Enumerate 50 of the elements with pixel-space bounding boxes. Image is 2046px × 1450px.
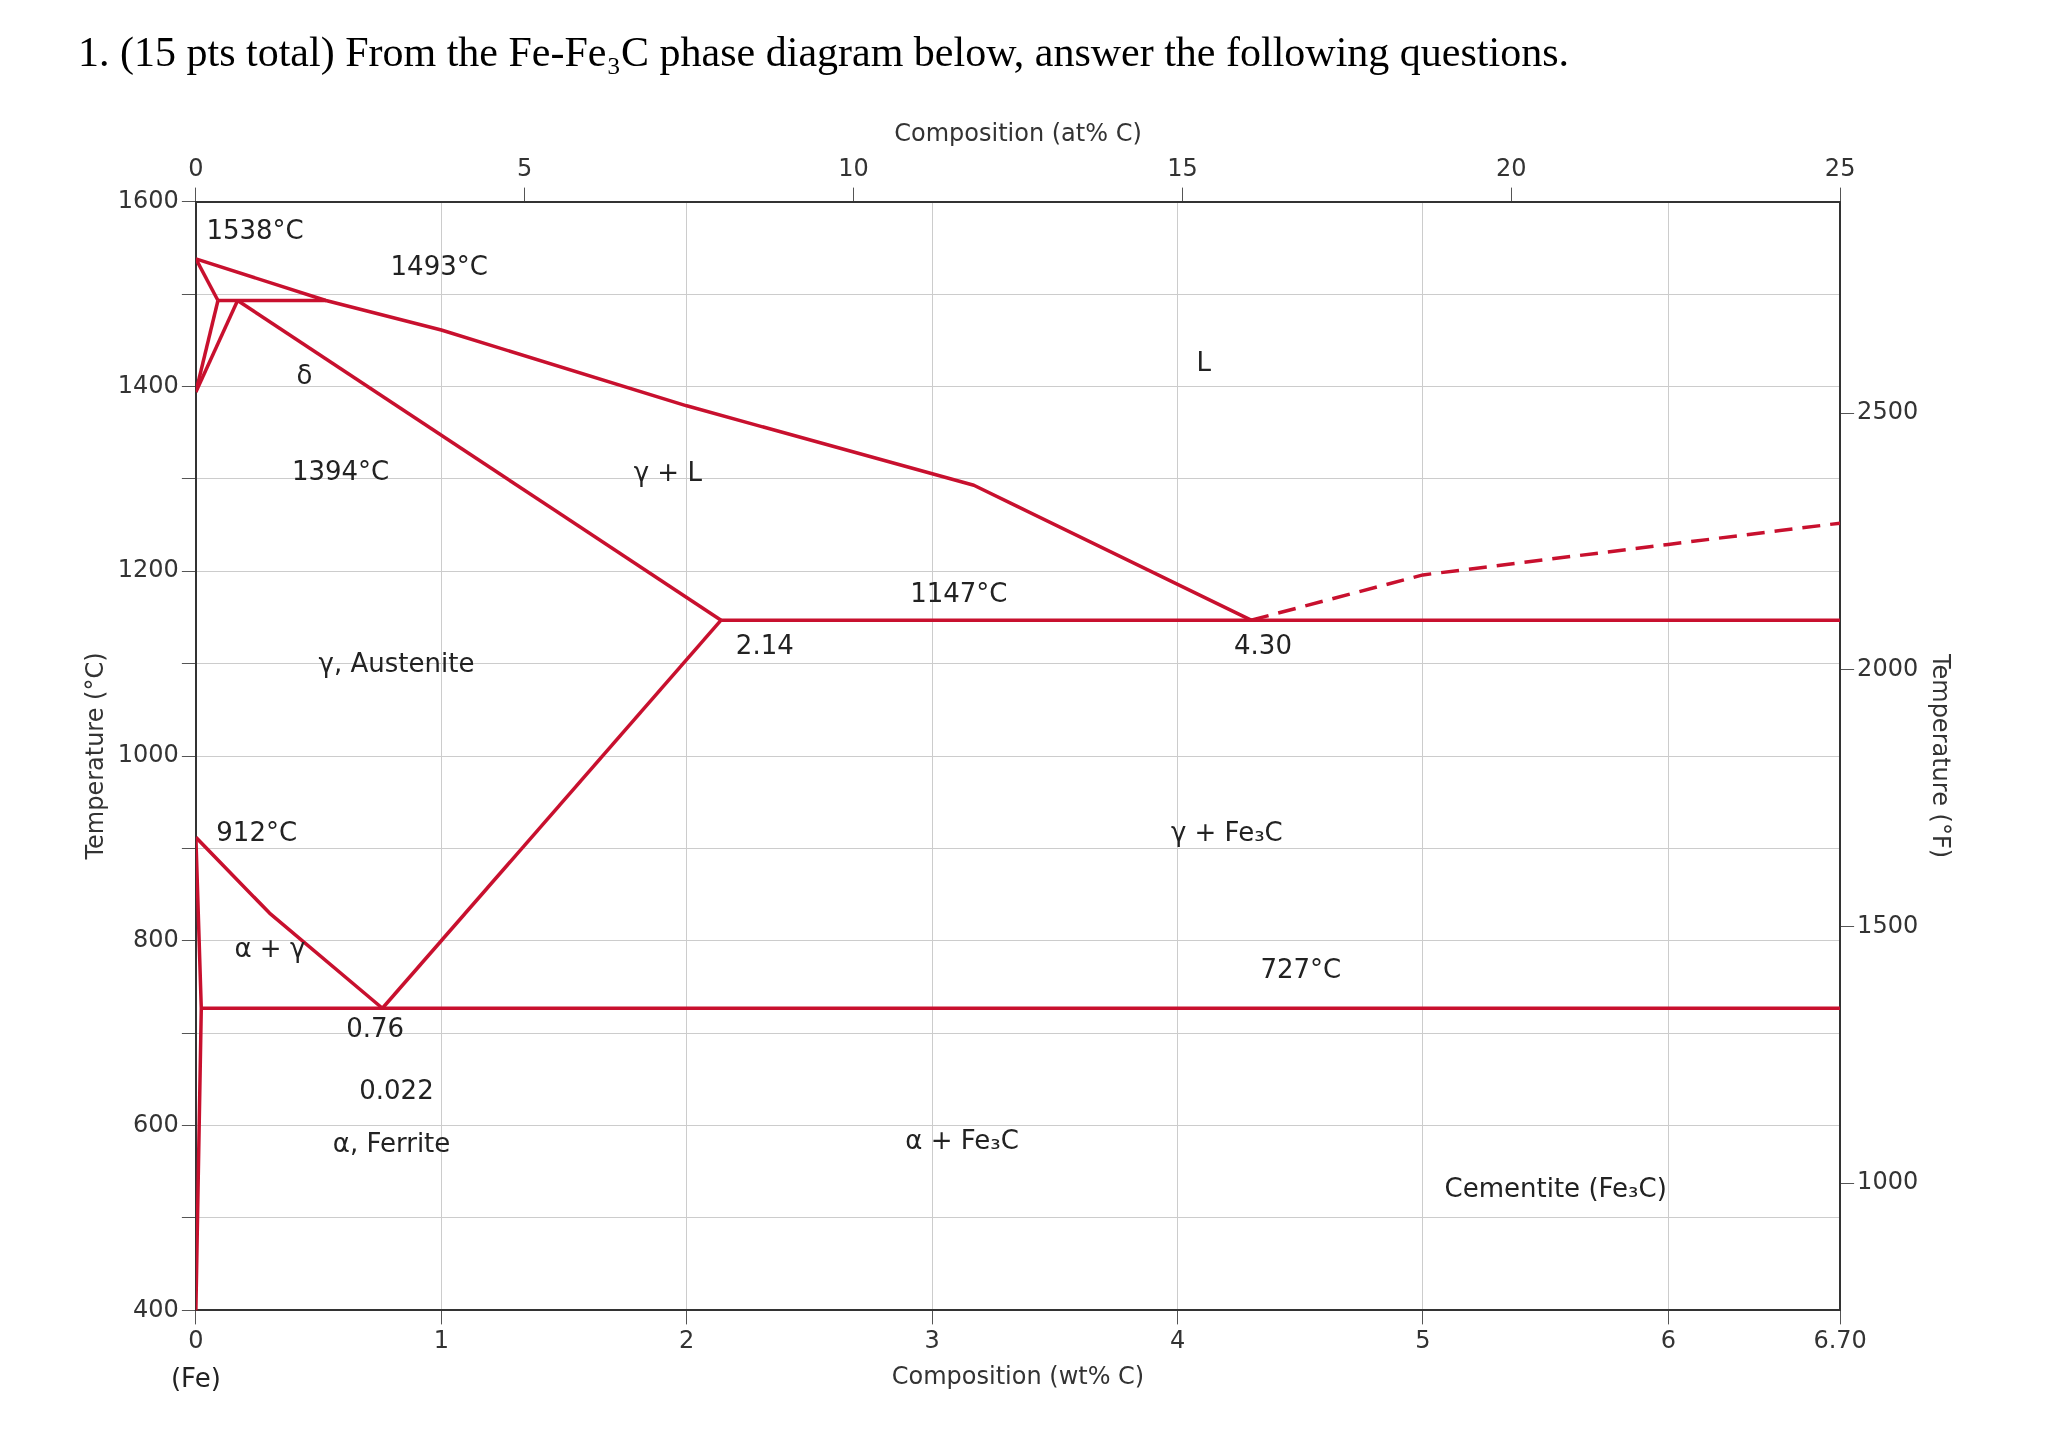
annotation: L	[1196, 347, 1212, 378]
x2-tick-label: 10	[838, 154, 869, 183]
x-tick-label: 1	[433, 1326, 449, 1355]
annotation: γ, Austenite	[318, 647, 475, 678]
x-tick-label: 6	[1660, 1326, 1676, 1355]
y-tick-label: 1400	[117, 370, 179, 399]
x-axis-title: Composition (wt% C)	[891, 1361, 1145, 1390]
y2-tick-label: 2000	[1857, 653, 1919, 682]
x2-tick-label: 5	[517, 154, 533, 183]
y-tick-label: 800	[133, 925, 179, 954]
x-tick-label: 0	[188, 1326, 204, 1355]
annotation: γ + L	[633, 457, 703, 488]
y-tick-label: 400	[133, 1294, 179, 1323]
x2-tick-label: 0	[188, 154, 204, 183]
annotation: 1538°C	[206, 215, 304, 246]
chart-title: 1. (15 pts total) From the Fe-Fe₃C phase diagram below, answer the following questions.	[77, 28, 1570, 77]
y2-tick-label: 1000	[1857, 1167, 1919, 1196]
y-tick-label: 1200	[117, 555, 179, 584]
annotation: γ + Fe₃C	[1170, 817, 1283, 848]
annotation: α, Ferrite	[332, 1127, 451, 1158]
annotation: 1147°C	[910, 577, 1008, 608]
annotation: 4.30	[1234, 630, 1292, 661]
annotation: 0.76	[346, 1012, 405, 1043]
x2-tick-label: 15	[1167, 154, 1198, 183]
x-tick-label: 4	[1169, 1326, 1186, 1355]
x-tick-label: 5	[1415, 1326, 1431, 1355]
annotation: 0.022	[359, 1074, 434, 1105]
x2-axis-title: Composition (at% C)	[894, 118, 1142, 147]
annotation: 1493°C	[390, 250, 488, 281]
annotation: Cementite (Fe₃C)	[1444, 1173, 1667, 1204]
y-tick-label: 1600	[117, 185, 179, 214]
annotation: 2.14	[735, 630, 794, 661]
annotation: α + γ	[234, 932, 306, 963]
y-tick-label: 600	[133, 1109, 179, 1138]
x-tick-label: 2	[679, 1326, 695, 1355]
x2-tick-label: 25	[1824, 154, 1856, 183]
x-tick-label: 3	[924, 1326, 940, 1355]
annotation: α + Fe₃C	[905, 1124, 1019, 1155]
y-tick-label: 1000	[117, 740, 179, 769]
text: (Fe)	[170, 1363, 221, 1394]
y-axis-title: Temperature (°C)	[80, 652, 109, 861]
annotation: 727°C	[1260, 953, 1342, 984]
annotation: 912°C	[216, 817, 298, 848]
x-tick-label: 6.70	[1813, 1326, 1867, 1355]
y2-axis-title: Temperature (°F)	[1927, 652, 1956, 859]
annotation: 1394°C	[291, 456, 390, 487]
y2-tick-label: 2500	[1857, 397, 1919, 426]
y2-tick-label: 1500	[1857, 910, 1919, 939]
annotation: δ	[296, 359, 313, 390]
x2-tick-label: 20	[1496, 154, 1527, 183]
